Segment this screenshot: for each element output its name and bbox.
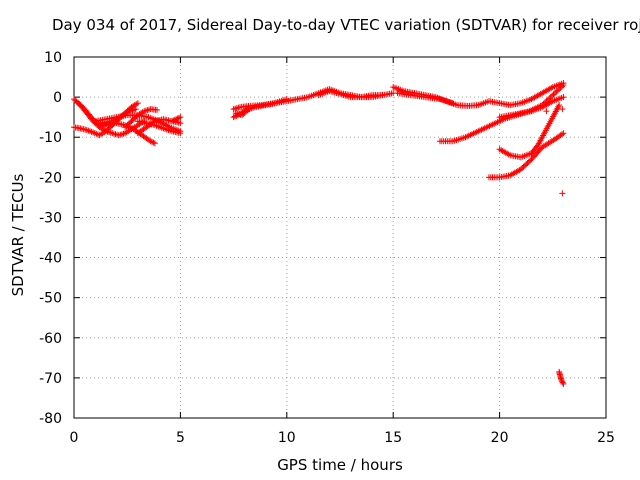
data-point <box>546 95 553 102</box>
series-arc4 <box>96 120 158 147</box>
data-point <box>559 131 566 138</box>
series-arc15 <box>394 90 456 107</box>
data-point <box>233 105 240 112</box>
data-point <box>173 116 180 123</box>
data-point <box>521 162 528 169</box>
data-point <box>112 131 119 138</box>
data-point <box>449 100 456 107</box>
data-point <box>517 166 524 173</box>
x-tick-label: 10 <box>278 430 296 446</box>
y-tick-label: 10 <box>44 50 62 66</box>
data-point <box>554 87 561 94</box>
y-tick-label: -40 <box>39 251 62 267</box>
data-point <box>147 138 154 145</box>
data-point <box>559 106 566 113</box>
data-point <box>550 91 557 98</box>
data-point <box>153 106 160 113</box>
data-point <box>520 163 527 170</box>
data-point <box>170 117 177 124</box>
data-point <box>543 108 550 115</box>
series-arc18 <box>485 130 567 181</box>
data-point <box>150 139 157 146</box>
data-point <box>551 90 558 97</box>
data-point <box>560 130 567 137</box>
data-point <box>559 378 566 385</box>
series-arc14 <box>390 80 567 109</box>
series-arc17 <box>496 94 567 121</box>
data-point <box>110 130 117 137</box>
x-tick-label: 5 <box>176 430 185 446</box>
data-point <box>547 94 554 101</box>
data-point <box>132 106 139 113</box>
y-tick-label: -80 <box>39 411 62 427</box>
data-point <box>519 165 526 172</box>
data-point <box>245 106 252 113</box>
data-point <box>556 86 563 93</box>
data-point <box>559 379 566 386</box>
grid <box>74 57 606 418</box>
data-point <box>244 107 251 114</box>
data-point <box>558 376 565 383</box>
y-tick-label: 0 <box>53 90 62 106</box>
data-point <box>560 94 567 101</box>
y-tick-label: -10 <box>39 130 62 146</box>
data-point <box>553 88 560 95</box>
data-point <box>134 100 141 107</box>
x-tick-label: 0 <box>70 430 79 446</box>
series-arc8 <box>134 118 184 137</box>
plot-frame <box>73 56 607 419</box>
data-point <box>177 120 184 127</box>
chart-title: Day 034 of 2017, Sidereal Day-to-day VTE… <box>52 16 640 34</box>
data-point <box>527 157 534 164</box>
series-points <box>543 106 566 197</box>
y-tick-label: -70 <box>39 371 62 387</box>
series-arc9 <box>168 114 184 125</box>
data-point <box>559 190 566 197</box>
data-point <box>168 118 175 125</box>
data-point <box>525 158 532 165</box>
data-point <box>549 92 556 99</box>
data-marks <box>71 80 567 387</box>
data-point <box>174 115 181 122</box>
x-tick-label: 25 <box>597 430 615 446</box>
series-arc11 <box>230 96 290 113</box>
data-point <box>560 380 567 387</box>
y-tick-label: -50 <box>39 291 62 307</box>
y-axis-label: SDTVAR / TECUs <box>9 173 27 297</box>
axis-ticks: 0 5 10 15 20 25 10 0 -10 -20 -30 -40 -50 -60 -70 -80 <box>39 50 615 446</box>
data-point <box>177 114 184 121</box>
series-arc12 <box>232 106 252 119</box>
data-point <box>115 132 122 139</box>
data-point <box>556 102 563 109</box>
data-point <box>230 114 237 121</box>
data-point <box>175 114 182 121</box>
x-tick-label: 20 <box>491 430 509 446</box>
data-point <box>235 104 242 111</box>
y-tick-label: -30 <box>39 210 62 226</box>
data-point <box>149 138 156 145</box>
data-point <box>177 130 184 137</box>
data-point <box>171 116 178 123</box>
y-tick-label: -60 <box>39 331 62 347</box>
x-tick-label: 15 <box>384 430 402 446</box>
data-point <box>379 92 386 99</box>
data-point <box>560 82 567 89</box>
series-arc19 <box>496 102 563 161</box>
data-point <box>151 140 158 147</box>
data-point <box>559 83 566 90</box>
series-arc13 <box>315 88 386 101</box>
x-axis-label: GPS time / hours <box>277 456 403 474</box>
y-tick-label: -20 <box>39 170 62 186</box>
data-point <box>283 96 290 103</box>
data-point <box>557 84 564 91</box>
series-arc20 <box>556 368 567 387</box>
data-point <box>109 130 116 137</box>
data-point <box>523 161 530 168</box>
data-point <box>524 160 531 167</box>
